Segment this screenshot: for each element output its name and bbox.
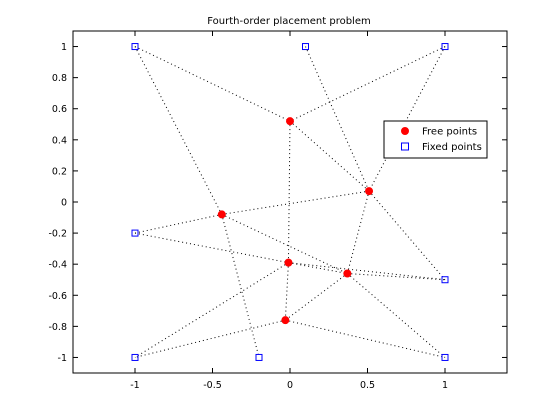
y-tick-label: 0.8 — [52, 73, 67, 84]
free-point-marker — [217, 210, 226, 219]
y-tick-label: -0.6 — [48, 291, 67, 302]
connection-line — [289, 120, 370, 192]
free-point-marker — [343, 269, 352, 278]
y-tick-label: -0.2 — [48, 229, 67, 240]
y-tick-label: 0 — [61, 198, 67, 209]
free-point-marker — [284, 258, 293, 267]
y-tick-label: 0.2 — [52, 166, 67, 177]
connection-line — [285, 273, 348, 321]
x-tick-label: -1 — [130, 380, 139, 391]
connection-lines — [134, 46, 446, 358]
free-point-marker — [286, 117, 294, 126]
y-tick-label: 0.4 — [52, 135, 67, 146]
free-point-marker — [365, 187, 374, 196]
x-tick-label: 1 — [442, 380, 448, 391]
y-tick-label: 0.6 — [52, 104, 67, 115]
legend-fixed-label: Fixed points — [422, 142, 482, 153]
fixed-point-marker — [441, 43, 449, 51]
connection-line — [134, 46, 291, 122]
y-tick-label: -1 — [58, 353, 67, 364]
fixed-point-marker — [131, 353, 139, 361]
legend-box — [383, 120, 488, 159]
y-tick-label: -0.8 — [48, 322, 67, 333]
fixed-point-marker — [131, 43, 139, 51]
x-tick-label: 0 — [287, 380, 293, 391]
connection-line — [284, 262, 289, 321]
free-point-marker — [281, 316, 290, 325]
connection-line — [289, 46, 446, 122]
fixed-point-marker — [441, 353, 449, 361]
connection-line — [347, 273, 446, 281]
connection-line — [285, 319, 446, 358]
x-tick-label: -0.5 — [203, 380, 222, 391]
x-tick-label: 0.5 — [360, 380, 375, 391]
chart-title: Fourth-order placement problem — [207, 16, 370, 27]
y-tick-label: -0.4 — [48, 260, 67, 271]
y-tick-label: 1 — [61, 42, 67, 53]
fixed-point-marker — [302, 43, 309, 51]
connection-line — [347, 273, 446, 358]
data-points — [131, 43, 449, 361]
fixed-point-marker — [131, 229, 139, 237]
fixed-point-marker — [255, 353, 263, 361]
connection-line — [221, 214, 260, 358]
legend-free-marker — [401, 127, 409, 135]
legend-fixed-marker — [401, 142, 409, 151]
connection-line — [221, 190, 370, 215]
fixed-point-marker — [441, 276, 449, 284]
axes: -1 -0.5 0 0.5 1 -1 -0.8 -0.6 -0.4 -0.2 0 0.2 0.4 0.6 0… — [48, 30, 508, 391]
legend-free-label: Free points — [422, 127, 477, 138]
connection-line — [368, 46, 446, 192]
legend: Free points Fixed points — [383, 120, 488, 159]
connection-line — [134, 213, 222, 234]
